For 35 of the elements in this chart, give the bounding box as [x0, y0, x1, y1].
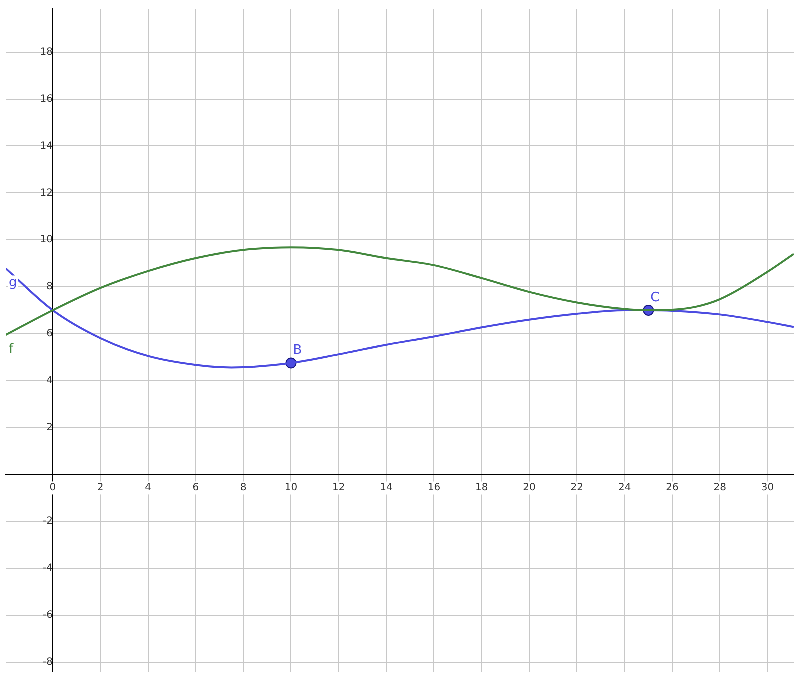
x-tick-label: 2	[97, 482, 104, 494]
x-tick-label: 8	[240, 482, 247, 494]
x-tick-label: 18	[475, 482, 488, 494]
x-tick-label: 24	[618, 482, 632, 494]
x-tick-label: 14	[380, 482, 393, 494]
line-series	[6, 268, 794, 369]
y-tick-label: 18	[40, 46, 53, 58]
y-tick-label: 16	[40, 94, 53, 105]
y-tick-label: -8	[42, 656, 53, 668]
x-tick-label: 16	[428, 482, 441, 494]
line-series	[6, 246, 794, 336]
x-tick-label: 26	[666, 482, 679, 494]
x-tick-label: 28	[714, 482, 726, 494]
x-tick-label: 12	[332, 482, 346, 494]
annotation: C	[650, 290, 660, 306]
y-tick-label: 8	[46, 282, 53, 293]
series-label: g	[9, 276, 18, 291]
annotation: B	[293, 343, 302, 358]
y-tick-label: -6	[42, 610, 53, 622]
x-tick-label: 30	[761, 482, 774, 494]
x-tick-label: 20	[523, 482, 536, 494]
y-tick-label: -4	[42, 563, 53, 574]
x-tick-label: 4	[145, 482, 152, 494]
y-tick-label: 14	[40, 140, 53, 152]
x-tick-label: 0	[50, 482, 56, 494]
y-tick-label: 4	[46, 375, 53, 386]
x-tick-label: 10	[284, 482, 298, 494]
x-tick-label: 6	[192, 482, 200, 494]
y-tick-label: 2	[46, 422, 53, 434]
y-tick-label: 6	[46, 328, 53, 340]
y-tick-label: 12	[40, 188, 53, 199]
x-tick-label: 22	[570, 482, 584, 494]
y-tick-label: 10	[40, 234, 53, 246]
y-tick-label: -2	[42, 516, 53, 528]
series-label: f	[9, 342, 14, 357]
